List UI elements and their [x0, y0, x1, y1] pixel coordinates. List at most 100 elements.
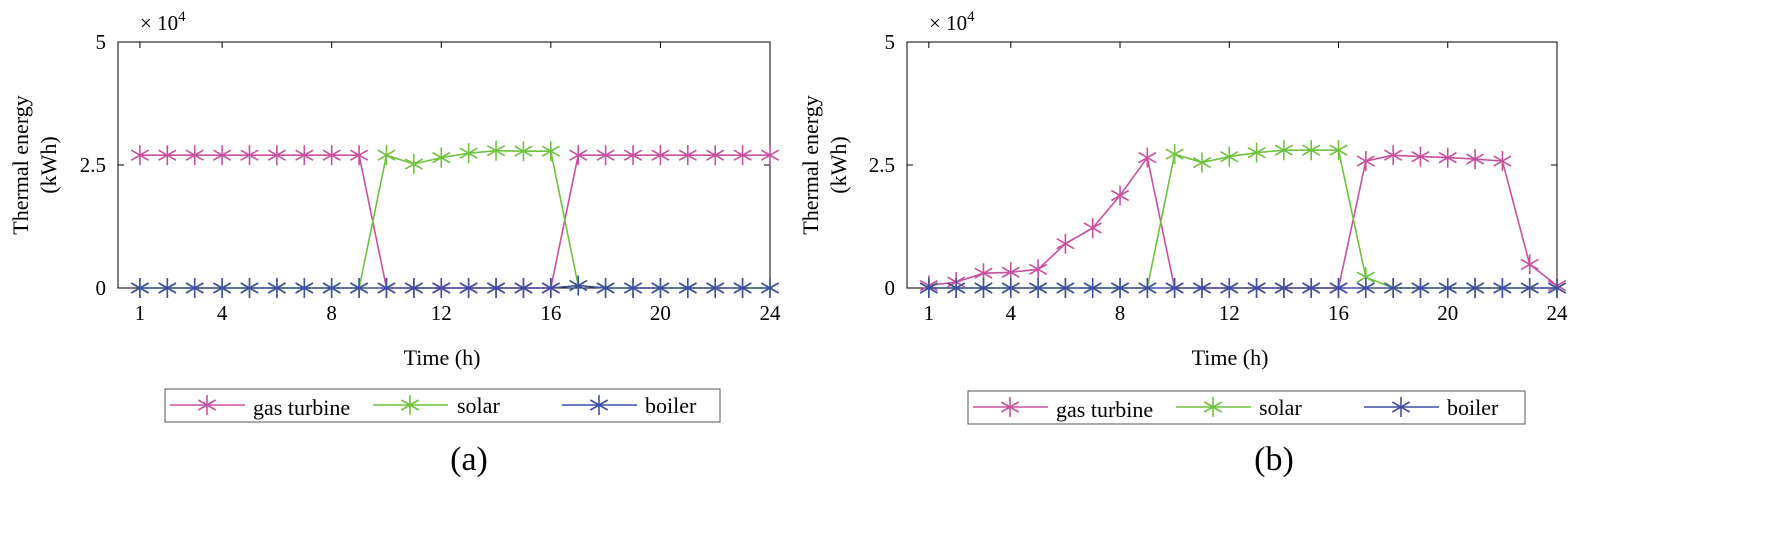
- data-point: [158, 145, 177, 166]
- y-tick-label: 5: [96, 30, 107, 54]
- y-tick-label: 2.5: [80, 153, 106, 177]
- x-tick-label: 4: [217, 301, 228, 325]
- data-point: [185, 278, 204, 298]
- data-point: [1247, 278, 1266, 298]
- series-gas-turbine: [919, 145, 1567, 298]
- data-point: [514, 278, 533, 298]
- exponent-power: 4: [178, 9, 186, 25]
- exponent-label: × 104: [140, 9, 186, 35]
- y-axis-label-line2: (kWh): [826, 136, 851, 193]
- y-tick-label: 0: [96, 276, 107, 300]
- data-point: [1411, 146, 1430, 167]
- data-point: [1520, 254, 1539, 275]
- x-axis-label: Time (h): [404, 345, 481, 370]
- data-point: [404, 154, 423, 175]
- data-point: [130, 145, 150, 166]
- data-point: [1028, 278, 1048, 298]
- data-point: [1247, 142, 1266, 163]
- x-tick-label: 12: [431, 301, 452, 325]
- data-point: [377, 145, 396, 166]
- series-boiler: [130, 275, 780, 298]
- x-tick-label: 4: [1006, 301, 1017, 325]
- data-point: [1138, 278, 1157, 298]
- y-axis-label-line2: (kWh): [36, 136, 61, 193]
- x-tick-label: 24: [760, 301, 782, 325]
- series-line-solar: [139, 149, 770, 289]
- data-point: [1520, 278, 1539, 298]
- series-solar: [130, 140, 780, 298]
- legend-entry-gas-turbine: gas turbine: [973, 397, 1153, 422]
- data-point: [1110, 278, 1130, 298]
- legend-entry-boiler: boiler: [1364, 395, 1499, 420]
- data-point: [1001, 278, 1020, 298]
- data-point: [486, 140, 506, 161]
- panel-label: (a): [450, 441, 488, 478]
- legend-entry-solar: solar: [1176, 395, 1302, 420]
- x-tick-label: 1: [135, 301, 146, 325]
- data-point: [1274, 140, 1293, 161]
- data-point: [1165, 278, 1184, 298]
- data-point: [322, 278, 341, 298]
- data-point: [651, 145, 670, 166]
- x-tick-label: 24: [1547, 301, 1569, 325]
- data-point: [623, 145, 643, 166]
- x-tick-label: 16: [1328, 301, 1349, 325]
- data-point: [514, 141, 533, 162]
- data-point: [1274, 278, 1293, 298]
- data-point: [1165, 144, 1184, 165]
- x-axis-label: Time (h): [1192, 345, 1269, 370]
- data-point: [1411, 278, 1430, 298]
- x-tick-label: 1: [924, 301, 935, 325]
- series-line-boiler: [139, 284, 770, 289]
- data-point: [1302, 140, 1321, 161]
- data-point: [1028, 259, 1048, 280]
- data-point: [1192, 152, 1212, 173]
- data-point: [1138, 147, 1157, 168]
- data-point: [486, 278, 506, 298]
- x-tick-label: 20: [650, 301, 671, 325]
- series-gas-turbine: [130, 145, 780, 298]
- x-tick-label: 16: [540, 301, 561, 325]
- data-point: [1110, 185, 1130, 206]
- data-point: [760, 145, 780, 166]
- x-tick-label: 8: [326, 301, 337, 325]
- data-point: [1438, 278, 1457, 298]
- y-axis-label-line1: Thermal energy: [8, 95, 33, 234]
- data-point: [267, 278, 286, 298]
- legend-marker: [1203, 397, 1223, 417]
- legend-entry-boiler: boiler: [562, 393, 697, 418]
- data-point: [130, 278, 150, 298]
- legend-entry-solar: solar: [373, 393, 500, 418]
- data-point: [1083, 278, 1102, 298]
- data-point: [623, 278, 643, 298]
- data-point: [1356, 278, 1375, 298]
- series-line-solar: [928, 149, 1557, 289]
- data-point: [404, 278, 423, 298]
- exponent-label: × 104: [929, 9, 975, 35]
- data-point: [569, 145, 588, 166]
- legend-label: solar: [457, 393, 500, 418]
- legend-marker: [400, 395, 420, 415]
- data-point: [678, 278, 697, 298]
- data-point: [1465, 149, 1485, 170]
- data-point: [1220, 146, 1239, 167]
- exponent-power: 4: [967, 9, 975, 25]
- x-tick-label: 12: [1219, 301, 1240, 325]
- data-point: [1302, 278, 1321, 298]
- data-point: [569, 275, 588, 296]
- legend-marker: [589, 395, 609, 415]
- data-point: [706, 278, 725, 298]
- y-tick-label: 0: [885, 276, 896, 300]
- legend-label: boiler: [1447, 395, 1499, 420]
- data-point: [541, 141, 560, 162]
- data-point: [1220, 278, 1239, 298]
- legend-marker: [1000, 397, 1020, 417]
- data-point: [733, 145, 752, 166]
- panel-label: (b): [1254, 441, 1294, 478]
- data-point: [1056, 278, 1075, 298]
- data-point: [432, 147, 451, 168]
- legend: gas turbine solar boiler: [164, 388, 721, 423]
- y-tick-label: 2.5: [869, 153, 895, 177]
- plot-area-frame: [117, 41, 771, 289]
